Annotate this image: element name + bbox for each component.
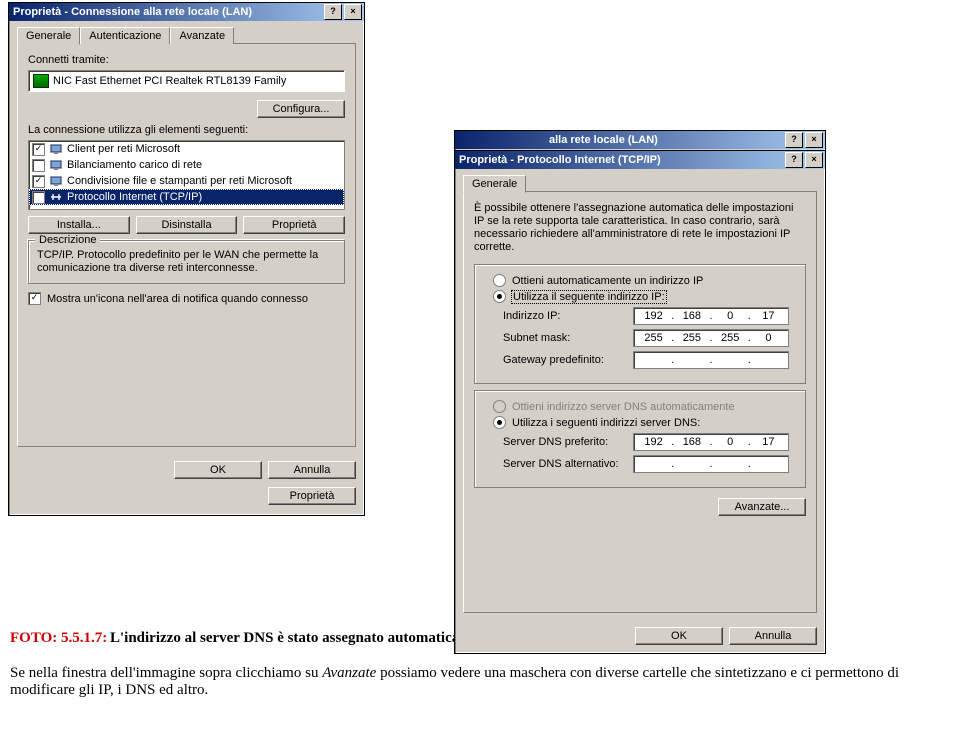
cancel-button[interactable]: Annulla: [729, 627, 817, 645]
gateway-input[interactable]: . . .: [633, 351, 789, 369]
close-button[interactable]: ×: [805, 152, 823, 168]
tab-avanzate[interactable]: Avanzate: [170, 27, 234, 44]
advanced-button[interactable]: Avanzate...: [718, 498, 806, 516]
ip-label: Indirizzo IP:: [503, 310, 633, 322]
tcpip-titlebar: Proprietà - Protocollo Internet (TCP/IP)…: [455, 151, 825, 169]
radio-manual-dns-label: Utilizza i seguenti indirizzi server DNS…: [512, 417, 700, 429]
close-button[interactable]: ×: [344, 4, 362, 20]
tab-generale[interactable]: Generale: [17, 27, 80, 45]
radio-manual-dns[interactable]: [493, 416, 506, 429]
client-icon: [49, 142, 63, 156]
checkbox[interactable]: ✓: [32, 175, 45, 188]
list-item[interactable]: Bilanciamento carico di rete: [29, 157, 344, 173]
show-tray-row[interactable]: ✓ Mostra un'icona nell'area di notifica …: [28, 292, 345, 305]
lan-properties-dialog: Proprietà - Connessione alla rete locale…: [8, 2, 365, 516]
tcpip-tabs: Generale: [463, 175, 817, 192]
show-tray-checkbox[interactable]: ✓: [28, 292, 41, 305]
ip-fieldset: Ottieni automaticamente un indirizzo IP …: [474, 264, 806, 384]
ip-row: Indirizzo IP: 192. 168. 0. 17: [503, 307, 797, 325]
checkbox[interactable]: [32, 159, 45, 172]
list-item-label: Client per reti Microsoft: [67, 143, 180, 155]
nic-name: NIC Fast Ethernet PCI Realtek RTL8139 Fa…: [53, 74, 286, 88]
cancel-button[interactable]: Annulla: [268, 461, 356, 479]
uninstall-button[interactable]: Disinstalla: [136, 216, 238, 234]
mask-input[interactable]: 255. 255. 255. 0: [633, 329, 789, 347]
dns2-label: Server DNS alternativo:: [503, 458, 633, 470]
intro-text: È possibile ottenere l'assegnazione auto…: [474, 202, 806, 254]
dns-fieldset: Ottieni indirizzo server DNS automaticam…: [474, 390, 806, 488]
properties-button-2[interactable]: Proprietà: [268, 487, 356, 505]
install-button[interactable]: Installa...: [28, 216, 130, 234]
checkbox[interactable]: ✓: [32, 191, 45, 204]
configure-button[interactable]: Configura...: [257, 100, 345, 118]
help-button[interactable]: ?: [324, 4, 342, 20]
radio-auto-dns-label: Ottieni indirizzo server DNS automaticam…: [512, 401, 735, 413]
hidden-dialog-titlebar: alla rete locale (LAN) ? ×: [454, 130, 826, 152]
hidden-title: alla rete locale (LAN): [459, 131, 658, 149]
radio-auto-dns-row: Ottieni indirizzo server DNS automaticam…: [493, 400, 797, 413]
radio-auto-ip-label: Ottieni automaticamente un indirizzo IP: [512, 275, 703, 287]
ip-input[interactable]: 192. 168. 0. 17: [633, 307, 789, 325]
lan-titlebar: Proprietà - Connessione alla rete locale…: [9, 3, 364, 21]
components-listbox[interactable]: ✓ Client per reti Microsoft Bilanciament…: [28, 140, 345, 210]
ok-button[interactable]: OK: [635, 627, 723, 645]
radio-manual-dns-row[interactable]: Utilizza i seguenti indirizzi server DNS…: [493, 416, 797, 429]
connect-via-label: Connetti tramite:: [28, 54, 345, 66]
dns2-input[interactable]: . . .: [633, 455, 789, 473]
gateway-row: Gateway predefinito: . . .: [503, 351, 797, 369]
list-item-label: Protocollo Internet (TCP/IP): [67, 191, 202, 203]
dns1-label: Server DNS preferito:: [503, 436, 633, 448]
help-button[interactable]: ?: [785, 152, 803, 168]
caption-avanzate: Avanzate: [322, 665, 376, 681]
description-text: TCP/IP. Protocollo predefinito per le WA…: [37, 249, 336, 275]
radio-auto-dns: [493, 400, 506, 413]
list-item-label: Condivisione file e stampanti per reti M…: [67, 175, 292, 187]
description-group: Descrizione TCP/IP. Protocollo predefini…: [28, 240, 345, 284]
lan-title: Proprietà - Connessione alla rete locale…: [13, 3, 252, 21]
dns1-input[interactable]: 192. 168. 0. 17: [633, 433, 789, 451]
service-icon: [49, 174, 63, 188]
dns1-row: Server DNS preferito: 192. 168. 0. 17: [503, 433, 797, 451]
show-tray-label: Mostra un'icona nell'area di notifica qu…: [47, 293, 308, 305]
nic-dropdown[interactable]: NIC Fast Ethernet PCI Realtek RTL8139 Fa…: [28, 70, 345, 92]
caption-heading: FOTO: 5.5.1.7:: [10, 630, 107, 646]
radio-manual-ip-row[interactable]: Utilizza il seguente indirizzo IP:: [493, 290, 797, 303]
tcpip-properties-dialog: Proprietà - Protocollo Internet (TCP/IP)…: [454, 150, 826, 654]
lan-tabs: Generale Autenticazione Avanzate: [17, 27, 356, 44]
tab-generale[interactable]: Generale: [463, 175, 526, 193]
uses-label: La connessione utilizza gli elementi seg…: [28, 124, 345, 136]
ok-button[interactable]: OK: [174, 461, 262, 479]
list-item[interactable]: ✓ Client per reti Microsoft: [29, 141, 344, 157]
list-item[interactable]: ✓ Condivisione file e stampanti per reti…: [29, 173, 344, 189]
tcpip-title: Proprietà - Protocollo Internet (TCP/IP): [459, 151, 661, 169]
protocol-icon: [49, 190, 63, 204]
properties-button[interactable]: Proprietà: [243, 216, 345, 234]
radio-auto-ip[interactable]: [493, 274, 506, 287]
nic-icon: [33, 74, 49, 88]
description-label: Descrizione: [35, 234, 100, 246]
mask-row: Subnet mask: 255. 255. 255. 0: [503, 329, 797, 347]
checkbox[interactable]: ✓: [32, 143, 45, 156]
close-button[interactable]: ×: [805, 132, 823, 148]
tab-autenticazione[interactable]: Autenticazione: [80, 27, 170, 44]
list-item[interactable]: ✓ Protocollo Internet (TCP/IP): [29, 189, 344, 205]
mask-label: Subnet mask:: [503, 332, 633, 344]
help-button[interactable]: ?: [785, 132, 803, 148]
list-item-label: Bilanciamento carico di rete: [67, 159, 202, 171]
radio-auto-ip-row[interactable]: Ottieni automaticamente un indirizzo IP: [493, 274, 797, 287]
caption-body1: Se nella finestra dell'immagine sopra cl…: [10, 665, 322, 681]
service-icon: [49, 158, 63, 172]
radio-manual-ip-label: Utilizza il seguente indirizzo IP:: [512, 291, 666, 303]
dns2-row: Server DNS alternativo: . . .: [503, 455, 797, 473]
radio-manual-ip[interactable]: [493, 290, 506, 303]
gateway-label: Gateway predefinito:: [503, 354, 633, 366]
